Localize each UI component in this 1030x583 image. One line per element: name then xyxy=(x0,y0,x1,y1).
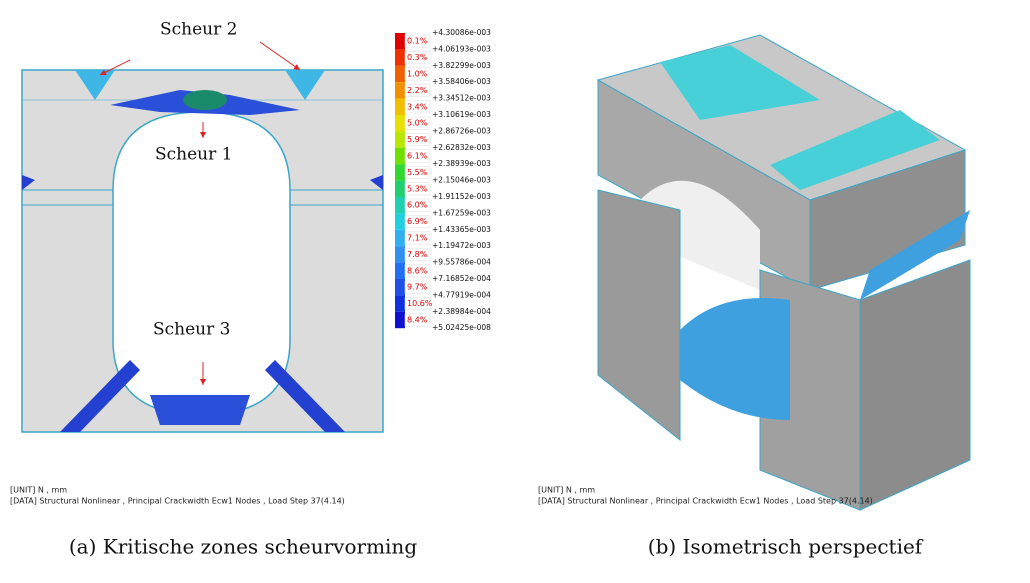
legend-value: +2.38984e-004 xyxy=(432,307,491,316)
data-note: [DATA] Structural Nonlinear , Principal … xyxy=(10,497,345,506)
legend-swatch xyxy=(395,33,405,49)
legend-swatch xyxy=(395,246,405,262)
legend-value: +3.10619e-003 xyxy=(432,110,491,119)
legend-value: +4.30086e-003 xyxy=(432,28,491,37)
crack-label: Scheur 2 xyxy=(160,20,237,40)
figure-canvas: Scheur 2 Scheur 1 Scheur 3 0.1% 0.3% 1.0% 2… xyxy=(0,0,1030,583)
legend-value: +1.91152e-003 xyxy=(432,192,491,201)
legend-swatch xyxy=(395,164,405,180)
legend-percent: 0.1% xyxy=(407,37,428,46)
crack-label: Scheur 1 xyxy=(155,145,232,165)
legend-percent: 5.5% xyxy=(407,168,428,177)
legend-percent: 6.9% xyxy=(407,217,428,226)
legend-value: +5.02425e-008 xyxy=(432,323,491,332)
legend-percent: 7.1% xyxy=(407,234,428,243)
legend-value: +3.34512e-003 xyxy=(432,94,491,103)
legend-value: +2.86726e-003 xyxy=(432,126,491,135)
legend-value: +1.43365e-003 xyxy=(432,225,491,234)
legend-value: +4.06193e-003 xyxy=(432,44,491,53)
legend-value: +2.62832e-003 xyxy=(432,143,491,152)
caption: (b) Isometrisch perspectief xyxy=(648,535,924,559)
legend-percent: 6.1% xyxy=(407,152,428,161)
figure: Scheur 2 Scheur 1 Scheur 3 0.1% 0.3% 1.0% 2… xyxy=(0,0,1030,583)
legend-percent: 3.4% xyxy=(407,102,428,111)
legend-swatch xyxy=(395,312,405,328)
legend-percent: 6.0% xyxy=(407,201,428,210)
legend-swatch xyxy=(395,148,405,164)
legend-swatch xyxy=(395,82,405,98)
legend-swatch xyxy=(395,49,405,65)
legend-swatch xyxy=(395,213,405,229)
legend-percent: 0.3% xyxy=(407,53,428,62)
legend-percent: 2.2% xyxy=(407,86,428,95)
legend-swatch xyxy=(395,230,405,246)
data-note: [DATA] Structural Nonlinear , Principal … xyxy=(538,497,873,506)
legend-value: +3.58406e-003 xyxy=(432,77,491,86)
fem-front-view xyxy=(22,42,383,432)
legend-value: +2.15046e-003 xyxy=(432,176,491,185)
legend-value: +4.77919e-004 xyxy=(432,290,491,299)
legend-swatch xyxy=(395,66,405,82)
unit-note: [UNIT] N , mm xyxy=(538,486,595,495)
legend-swatch xyxy=(395,99,405,115)
legend-swatch xyxy=(395,181,405,197)
legend-percent: 1.0% xyxy=(407,70,428,79)
legend-percent: 5.9% xyxy=(407,135,428,144)
fem-isometric-view xyxy=(598,35,970,510)
legend-percent: 10.6% xyxy=(407,299,433,308)
legend-swatch xyxy=(395,197,405,213)
legend-percent: 7.8% xyxy=(407,250,428,259)
legend-percent: 8.4% xyxy=(407,316,428,325)
caption: (a) Kritische zones scheurvorming xyxy=(69,535,417,559)
legend-swatch xyxy=(395,279,405,295)
legend-value: +2.38939e-003 xyxy=(432,159,491,168)
legend-percent: 5.3% xyxy=(407,184,428,193)
legend-swatch xyxy=(395,295,405,311)
legend-value: +1.19472e-003 xyxy=(432,241,491,250)
crack-label: Scheur 3 xyxy=(153,320,230,340)
legend: 0.1% 0.3% 1.0% 2.2% 3.4% 5.0% 5.9% 6.1% 5.5% 5.3%… xyxy=(395,28,491,332)
legend-value: +3.82299e-003 xyxy=(432,61,491,70)
legend-swatch xyxy=(395,115,405,131)
legend-swatch xyxy=(395,263,405,279)
legend-value: +7.16852e-004 xyxy=(432,274,491,283)
legend-swatch xyxy=(395,131,405,147)
legend-percent: 5.0% xyxy=(407,119,428,128)
legend-value: +1.67259e-003 xyxy=(432,208,491,217)
legend-value: +9.55786e-004 xyxy=(432,258,491,267)
legend-percent: 8.6% xyxy=(407,266,428,275)
unit-note: [UNIT] N , mm xyxy=(10,486,67,495)
legend-percent: 9.7% xyxy=(407,283,428,292)
